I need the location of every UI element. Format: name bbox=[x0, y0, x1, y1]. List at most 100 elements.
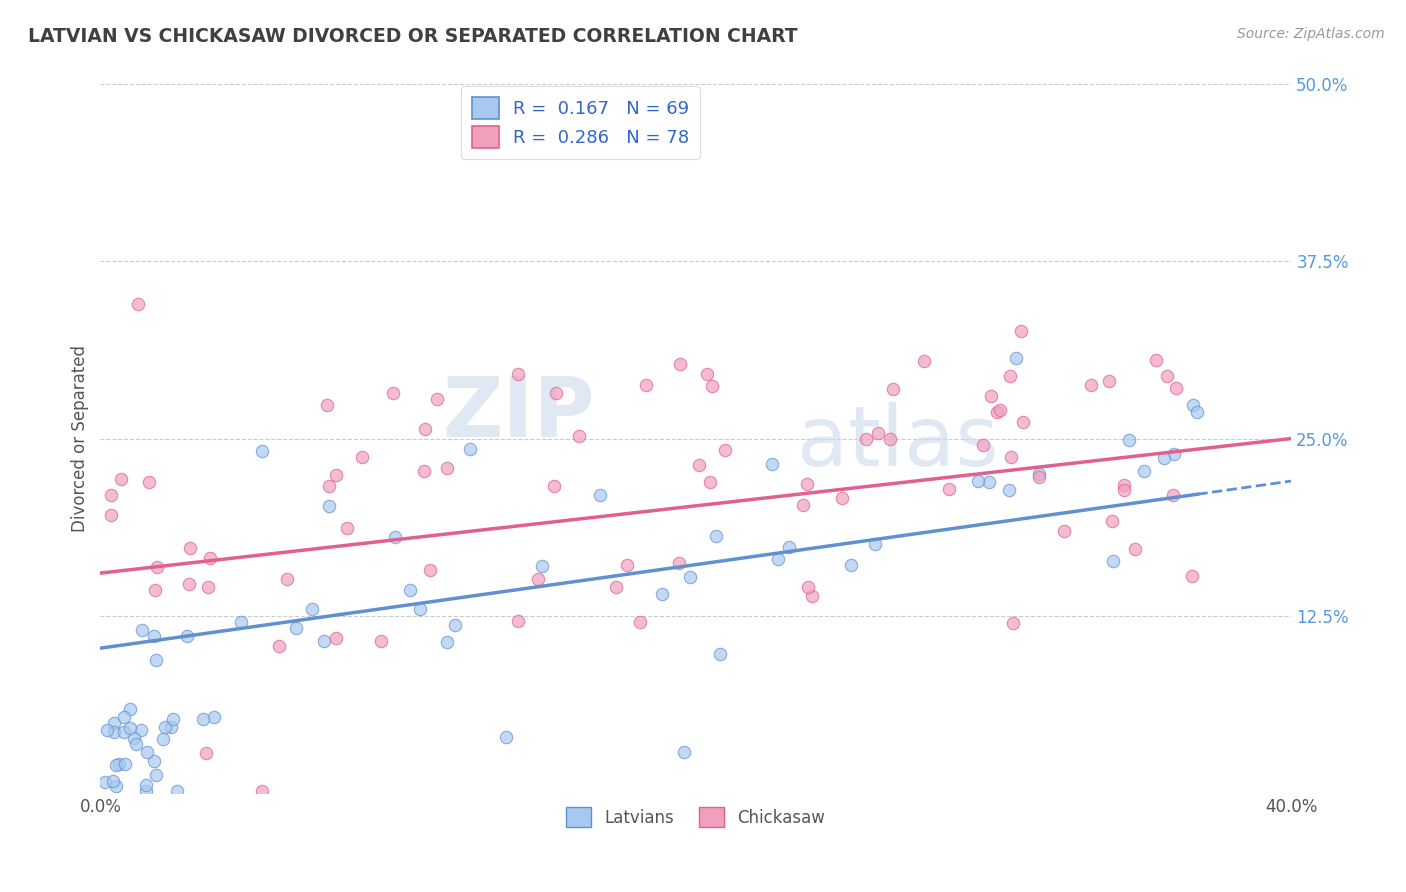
Point bbox=[382, 385, 405, 400]
Point bbox=[160, 720, 183, 734]
Point bbox=[105, 758, 128, 772]
Point bbox=[1153, 451, 1175, 466]
Point bbox=[766, 552, 789, 566]
Point bbox=[125, 737, 148, 751]
Point bbox=[419, 563, 441, 577]
Point bbox=[879, 432, 901, 446]
Point bbox=[1187, 405, 1209, 419]
Point bbox=[114, 757, 136, 772]
Point bbox=[444, 618, 467, 632]
Point bbox=[628, 615, 651, 629]
Point bbox=[616, 558, 638, 573]
Point bbox=[568, 429, 591, 443]
Point bbox=[398, 582, 420, 597]
Point bbox=[938, 482, 960, 496]
Point bbox=[176, 629, 198, 643]
Point bbox=[1182, 398, 1205, 412]
Y-axis label: Divorced or Separated: Divorced or Separated bbox=[72, 345, 89, 532]
Point bbox=[1166, 381, 1188, 395]
Point bbox=[135, 778, 157, 792]
Point bbox=[193, 712, 215, 726]
Point bbox=[713, 443, 735, 458]
Point bbox=[704, 529, 727, 543]
Point bbox=[669, 357, 692, 371]
Legend: Latvians, Chickasaw: Latvians, Chickasaw bbox=[560, 800, 832, 834]
Point bbox=[495, 731, 517, 745]
Point bbox=[166, 784, 188, 798]
Point bbox=[120, 702, 142, 716]
Point bbox=[426, 392, 449, 407]
Point bbox=[436, 634, 458, 648]
Point bbox=[506, 367, 529, 381]
Point bbox=[796, 476, 818, 491]
Point bbox=[1163, 448, 1185, 462]
Point bbox=[112, 710, 135, 724]
Point bbox=[778, 541, 800, 555]
Point bbox=[1144, 353, 1167, 368]
Point bbox=[506, 614, 529, 628]
Point bbox=[202, 710, 225, 724]
Point bbox=[105, 779, 128, 793]
Point bbox=[1010, 324, 1032, 338]
Text: ZIP: ZIP bbox=[441, 373, 595, 454]
Point bbox=[269, 640, 291, 654]
Point bbox=[605, 580, 627, 594]
Point bbox=[709, 647, 731, 661]
Point bbox=[679, 570, 702, 584]
Point bbox=[1000, 369, 1022, 384]
Point bbox=[1028, 467, 1050, 481]
Point bbox=[1132, 464, 1154, 478]
Point bbox=[589, 488, 612, 502]
Point bbox=[543, 478, 565, 492]
Point bbox=[1028, 469, 1050, 483]
Point bbox=[696, 368, 718, 382]
Point bbox=[195, 746, 218, 760]
Point bbox=[544, 385, 567, 400]
Point bbox=[460, 442, 482, 456]
Point bbox=[855, 432, 877, 446]
Text: atlas: atlas bbox=[797, 401, 998, 483]
Point bbox=[1112, 477, 1135, 491]
Point bbox=[314, 634, 336, 648]
Point bbox=[198, 550, 221, 565]
Point bbox=[436, 460, 458, 475]
Point bbox=[761, 457, 783, 471]
Point bbox=[980, 389, 1002, 403]
Point bbox=[252, 444, 274, 458]
Point bbox=[350, 450, 373, 464]
Point bbox=[110, 472, 132, 486]
Point bbox=[152, 732, 174, 747]
Point bbox=[136, 745, 159, 759]
Point bbox=[800, 589, 823, 603]
Point bbox=[276, 572, 298, 586]
Point bbox=[250, 784, 273, 798]
Point bbox=[1112, 483, 1135, 497]
Point bbox=[145, 767, 167, 781]
Point bbox=[527, 573, 550, 587]
Point bbox=[831, 491, 853, 505]
Point bbox=[94, 774, 117, 789]
Point bbox=[688, 458, 710, 472]
Point bbox=[1123, 542, 1146, 557]
Point bbox=[162, 712, 184, 726]
Point bbox=[972, 438, 994, 452]
Point bbox=[409, 602, 432, 616]
Point bbox=[197, 580, 219, 594]
Point bbox=[672, 745, 695, 759]
Point bbox=[318, 499, 340, 513]
Point bbox=[142, 754, 165, 768]
Point bbox=[384, 530, 406, 544]
Point bbox=[284, 621, 307, 635]
Point bbox=[882, 382, 904, 396]
Point bbox=[912, 353, 935, 368]
Point bbox=[967, 474, 990, 488]
Point bbox=[668, 556, 690, 570]
Point bbox=[138, 475, 160, 489]
Point bbox=[868, 426, 890, 441]
Point bbox=[316, 398, 339, 412]
Point bbox=[1004, 351, 1026, 365]
Text: LATVIAN VS CHICKASAW DIVORCED OR SEPARATED CORRELATION CHART: LATVIAN VS CHICKASAW DIVORCED OR SEPARAT… bbox=[28, 27, 797, 45]
Point bbox=[1053, 524, 1076, 538]
Point bbox=[1002, 616, 1025, 631]
Point bbox=[699, 475, 721, 489]
